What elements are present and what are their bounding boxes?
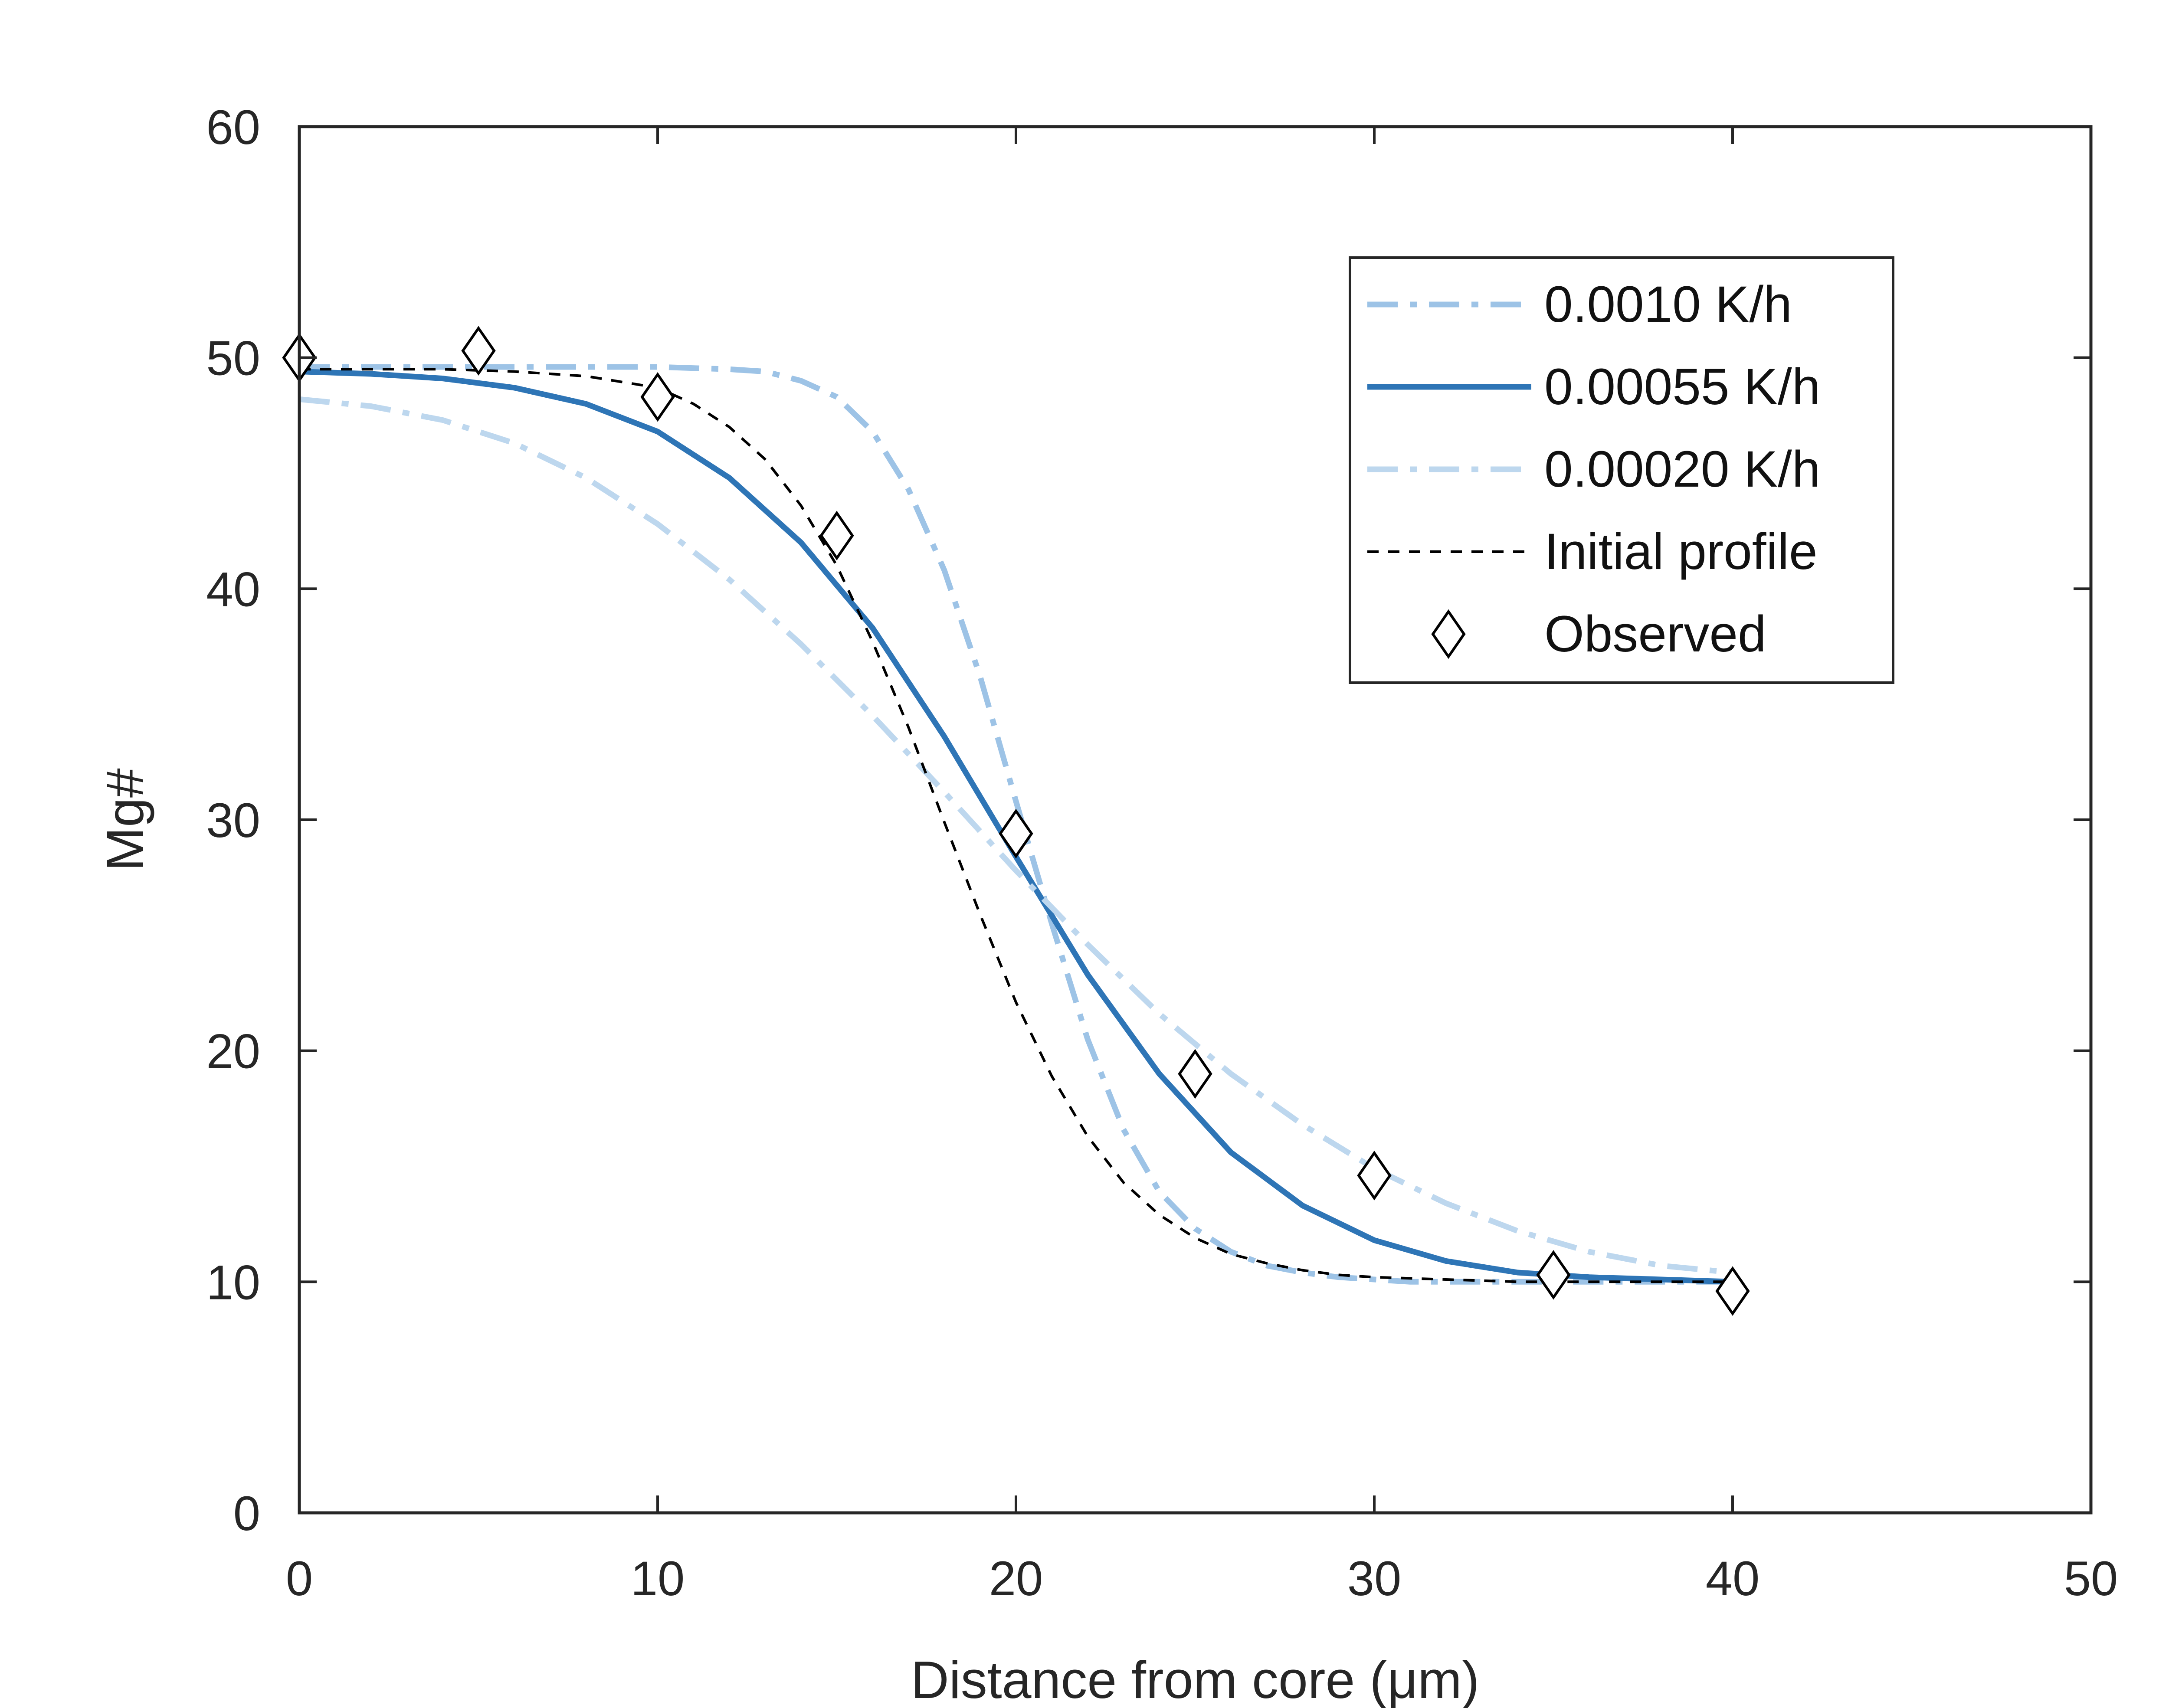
x-tick-label-0: 0: [286, 1551, 313, 1606]
y-tick-label-3: 30: [206, 793, 260, 847]
series-line-0: [299, 364, 1733, 1285]
y-tick-label-2: 20: [206, 1024, 260, 1079]
x-tick-label-5: 50: [2064, 1551, 2118, 1606]
observed-point-1: [461, 326, 496, 376]
y-tick-label-5: 50: [206, 331, 260, 386]
observed-point-5: [1178, 1049, 1212, 1099]
legend: 0.0010 K/h 0.00055 K/h 0.00020 K/h Initial …: [1349, 256, 1894, 684]
legend-label-3: Initial profile: [1544, 523, 1818, 580]
x-tick-label-1: 10: [631, 1551, 685, 1606]
observed-point-8: [1715, 1266, 1750, 1316]
legend-label-0: 0.0010 K/h: [1544, 276, 1792, 333]
y-tick-label-6: 60: [206, 100, 260, 154]
legend-label-2: 0.00020 K/h: [1544, 441, 1820, 498]
legend-label-4: Observed: [1544, 605, 1766, 663]
observed-point-4: [999, 808, 1033, 859]
y-tick-label-4: 40: [206, 562, 260, 616]
y-tick-label-0: 0: [233, 1486, 260, 1541]
observed-point-6: [1357, 1151, 1392, 1201]
marker-layer: [282, 326, 1750, 1316]
series-line-2: [299, 396, 1733, 1276]
observed-point-2: [640, 372, 675, 422]
x-tick-label-3: 30: [1347, 1551, 1402, 1606]
y-tick-label-1: 10: [206, 1255, 260, 1309]
x-tick-label-4: 40: [1706, 1551, 1760, 1606]
observed-point-7: [1536, 1250, 1571, 1300]
y-axis-label: Mg#: [95, 768, 154, 871]
observed-point-3: [819, 510, 854, 561]
tick-layer: 0 10 20 30 40 50 0 10 20 30 40 50 60: [206, 100, 2118, 1606]
legend-label-1: 0.00055 K/h: [1544, 358, 1820, 416]
legend-swatch-4: [1431, 609, 1466, 659]
x-tick-label-2: 20: [989, 1551, 1043, 1606]
x-axis-label: Distance from core (μm): [911, 1650, 1480, 1708]
